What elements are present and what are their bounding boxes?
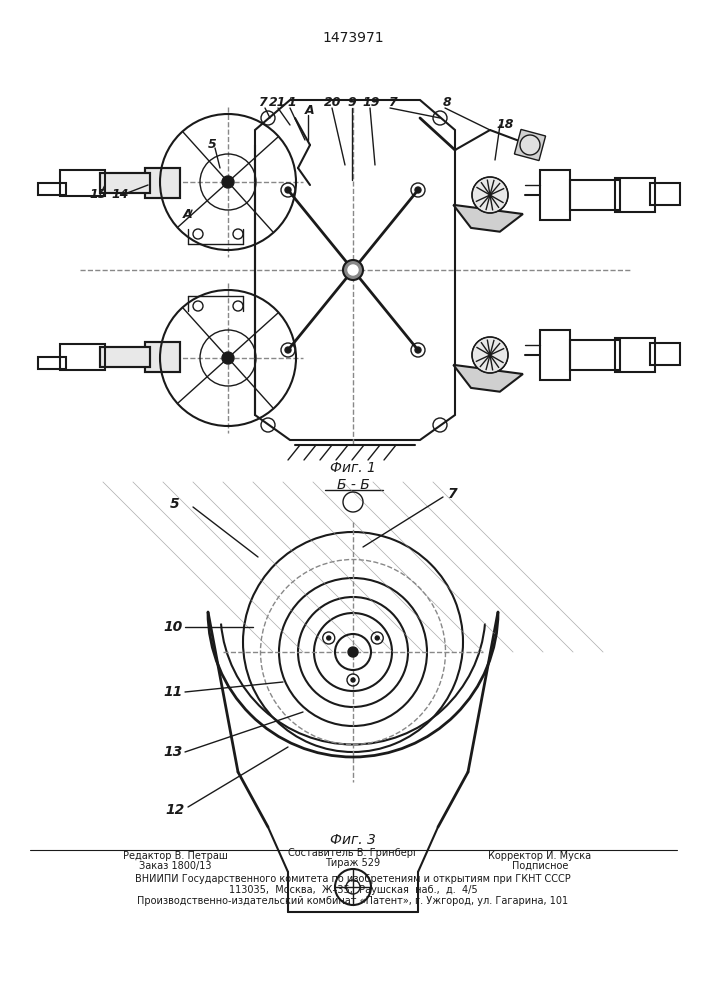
Bar — [60, 344, 105, 370]
Bar — [615, 338, 655, 372]
Bar — [100, 173, 150, 193]
Text: Корректор И. Муска: Корректор И. Муска — [489, 851, 592, 861]
Circle shape — [375, 636, 379, 640]
Bar — [650, 183, 680, 205]
Bar — [60, 170, 105, 196]
Circle shape — [415, 347, 421, 353]
Text: 8: 8 — [443, 96, 451, 108]
Polygon shape — [515, 129, 546, 161]
Text: 21: 21 — [269, 96, 287, 108]
Polygon shape — [453, 205, 523, 232]
Text: 7: 7 — [387, 96, 397, 108]
Text: Подписное: Подписное — [512, 861, 568, 871]
Text: 19: 19 — [362, 96, 380, 108]
Circle shape — [285, 347, 291, 353]
Circle shape — [520, 135, 540, 155]
Circle shape — [327, 636, 331, 640]
Text: 7: 7 — [257, 96, 267, 108]
Text: 1: 1 — [288, 96, 296, 108]
Text: 13: 13 — [163, 745, 182, 759]
Text: 10: 10 — [163, 620, 182, 634]
Polygon shape — [453, 365, 523, 392]
Bar — [145, 342, 180, 372]
Text: Заказ 1800/13: Заказ 1800/13 — [139, 861, 211, 871]
Text: 7: 7 — [448, 487, 458, 501]
Bar — [100, 347, 150, 367]
Bar — [650, 343, 680, 365]
Text: 15: 15 — [89, 188, 107, 200]
Text: ВНИИПИ Государственного комитета по изобретениям и открытиям при ГКНТ СССР: ВНИИПИ Государственного комитета по изоб… — [135, 874, 571, 884]
Bar — [145, 342, 180, 372]
Text: 113035,  Москва,  Ж–35,  Раушская  наб.,  д.  4/5: 113035, Москва, Ж–35, Раушская наб., д. … — [228, 885, 477, 895]
Text: Тираж 529: Тираж 529 — [325, 858, 380, 868]
Bar — [570, 340, 620, 370]
Bar — [38, 357, 66, 369]
Circle shape — [472, 337, 508, 373]
Bar — [38, 183, 66, 195]
Text: A: A — [305, 104, 315, 116]
Bar — [615, 178, 655, 212]
Text: Фиг. 1: Фиг. 1 — [330, 461, 376, 475]
Text: Б - Б: Б - Б — [337, 478, 369, 492]
Bar — [100, 173, 150, 193]
Text: 18: 18 — [496, 118, 514, 131]
Text: 11: 11 — [163, 685, 182, 699]
Text: A: A — [183, 209, 193, 222]
Circle shape — [222, 352, 234, 364]
Circle shape — [472, 177, 508, 213]
Circle shape — [348, 647, 358, 657]
Bar — [100, 347, 150, 367]
Text: 14: 14 — [111, 188, 129, 200]
Text: 5: 5 — [208, 137, 216, 150]
Bar — [570, 180, 620, 210]
Text: Составитель В. Гринберг: Составитель В. Гринберг — [288, 848, 418, 858]
Circle shape — [348, 265, 358, 275]
Text: 9: 9 — [348, 96, 356, 108]
Circle shape — [415, 187, 421, 193]
Text: 12: 12 — [165, 803, 185, 817]
Text: Фиг. 3: Фиг. 3 — [330, 833, 376, 847]
Bar — [540, 330, 570, 380]
Circle shape — [343, 260, 363, 280]
Text: 5: 5 — [170, 497, 180, 511]
Circle shape — [222, 176, 234, 188]
Text: Редактор В. Петраш: Редактор В. Петраш — [122, 851, 228, 861]
Bar — [145, 168, 180, 198]
Bar — [540, 170, 570, 220]
Text: 1473971: 1473971 — [322, 31, 384, 45]
Circle shape — [351, 678, 355, 682]
Text: Производственно-издательский комбинат «Патент», г. Ужгород, ул. Гагарина, 101: Производственно-издательский комбинат «П… — [137, 896, 568, 906]
Bar — [145, 168, 180, 198]
Circle shape — [285, 187, 291, 193]
Text: 20: 20 — [325, 96, 341, 108]
